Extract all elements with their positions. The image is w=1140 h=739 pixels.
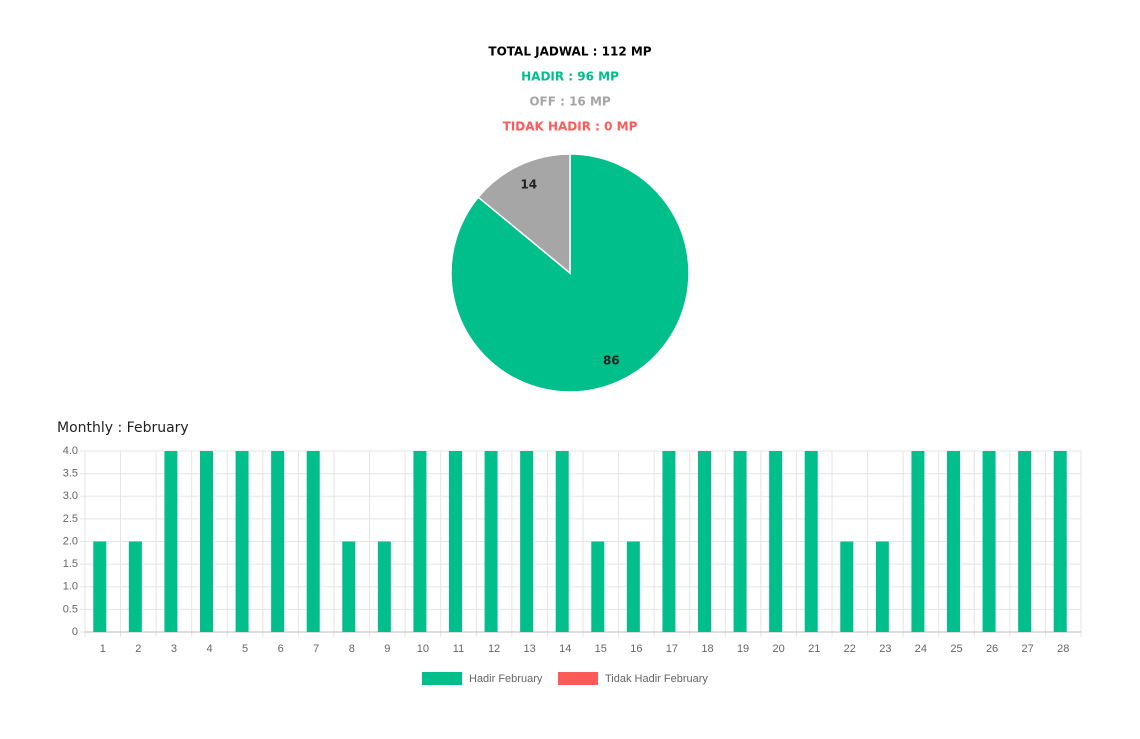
legend-swatch (558, 672, 598, 685)
y-tick-label: 1.0 (63, 581, 78, 593)
x-tick-label: 10 (417, 643, 429, 655)
bar (128, 541, 142, 632)
x-tick-label: 26 (986, 643, 998, 655)
summary-line: TIDAK HADIR : 0 MP (503, 120, 638, 134)
x-tick-label: 8 (349, 643, 355, 655)
summary-line: OFF : 16 MP (529, 95, 611, 109)
bar (591, 541, 605, 632)
x-tick-label: 22 (844, 643, 856, 655)
bar (271, 451, 285, 632)
slice-label: 14 (520, 178, 537, 192)
bar (306, 451, 320, 632)
bar (164, 451, 178, 632)
x-tick-label: 16 (630, 643, 642, 655)
legend-label: Hadir February (469, 673, 543, 685)
x-tick-label: 1 (100, 643, 106, 655)
bar (449, 451, 462, 632)
bar (235, 451, 249, 632)
x-tick-label: 23 (879, 643, 891, 655)
bar (804, 451, 818, 632)
bar (662, 451, 676, 632)
x-tick-label: 5 (242, 643, 248, 655)
legend-label: Tidak Hadir February (605, 673, 708, 685)
x-tick-label: 13 (524, 643, 536, 655)
bar (93, 541, 107, 632)
bar (1018, 451, 1032, 632)
y-tick-label: 3.5 (63, 468, 78, 480)
x-tick-label: 19 (737, 643, 749, 655)
bar (1053, 451, 1067, 632)
y-tick-label: 4.0 (63, 445, 78, 457)
x-tick-label: 11 (453, 643, 464, 655)
bar (626, 541, 640, 632)
x-tick-label: 20 (773, 643, 785, 655)
x-tick-label: 7 (313, 643, 319, 655)
x-tick-label: 4 (206, 643, 212, 655)
y-tick-label: 2.0 (63, 535, 78, 547)
summary-line: HADIR : 96 MP (521, 70, 619, 84)
y-tick-label: 2.5 (63, 513, 78, 525)
bar (982, 451, 996, 632)
bar (377, 541, 391, 632)
x-tick-label: 24 (915, 643, 927, 655)
x-tick-label: 6 (278, 643, 284, 655)
x-tick-label: 14 (559, 643, 571, 655)
x-tick-label: 18 (701, 643, 713, 655)
bar (911, 451, 925, 632)
bar (484, 451, 498, 632)
bar (555, 451, 569, 632)
x-tick-label: 9 (384, 643, 390, 655)
y-tick-label: 0.5 (63, 603, 78, 615)
legend-swatch (422, 672, 462, 685)
bar (875, 541, 889, 632)
x-tick-label: 15 (595, 643, 607, 655)
x-tick-label: 3 (171, 643, 177, 655)
x-tick-label: 17 (666, 643, 678, 655)
slice-label: 86 (603, 353, 620, 367)
x-tick-label: 28 (1057, 643, 1069, 655)
x-tick-label: 27 (1022, 643, 1034, 655)
bar (840, 541, 854, 632)
bar (947, 451, 960, 632)
bar (413, 451, 427, 632)
bar (520, 451, 534, 632)
y-tick-label: 3.0 (63, 490, 78, 502)
summary-line: TOTAL JADWAL : 112 MP (488, 45, 651, 59)
bar (698, 451, 711, 632)
x-tick-label: 21 (808, 643, 820, 655)
y-tick-label: 1.5 (63, 558, 78, 570)
chart-title: Monthly : February (57, 420, 189, 436)
bar (200, 451, 213, 632)
y-tick-label: 0 (72, 626, 78, 638)
x-tick-label: 25 (950, 643, 962, 655)
bar (342, 541, 356, 632)
bar (733, 451, 747, 632)
x-tick-label: 12 (488, 643, 500, 655)
bar (769, 451, 783, 632)
pie-slice (477, 153, 571, 275)
x-tick-label: 2 (135, 643, 141, 655)
